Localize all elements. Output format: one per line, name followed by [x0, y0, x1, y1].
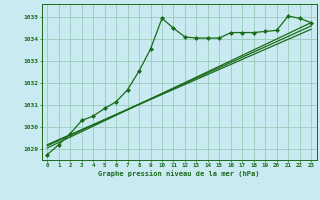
X-axis label: Graphe pression niveau de la mer (hPa): Graphe pression niveau de la mer (hPa) — [99, 171, 260, 177]
